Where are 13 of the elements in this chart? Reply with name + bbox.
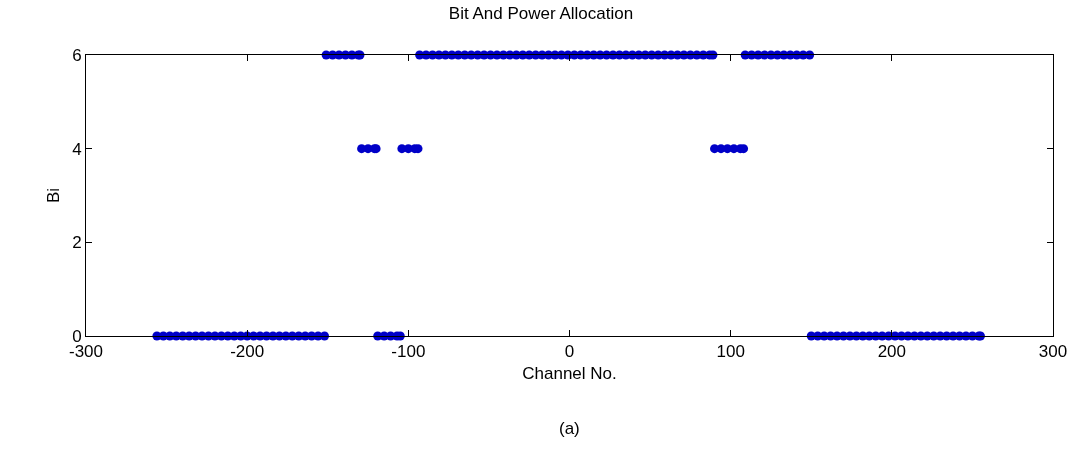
x-tick-label: 0 [564, 342, 575, 362]
text: (a) [559, 419, 580, 438]
x-tick-label: -200 [230, 342, 265, 362]
y-tick-label: 6 [72, 45, 82, 65]
y-axis-title: Bi [43, 187, 63, 204]
y-tick-label: 2 [72, 233, 82, 253]
x-axis-title: Channel No. [522, 363, 617, 383]
x-tick-label: 200 [877, 342, 907, 362]
x-tick-label: -100 [391, 342, 426, 362]
x-tick-label: 100 [716, 342, 745, 362]
x-tick-label: 300 [1038, 342, 1068, 362]
y-tick-label: 4 [72, 139, 82, 159]
chart-title: Bit And Power Allocation [448, 3, 634, 23]
